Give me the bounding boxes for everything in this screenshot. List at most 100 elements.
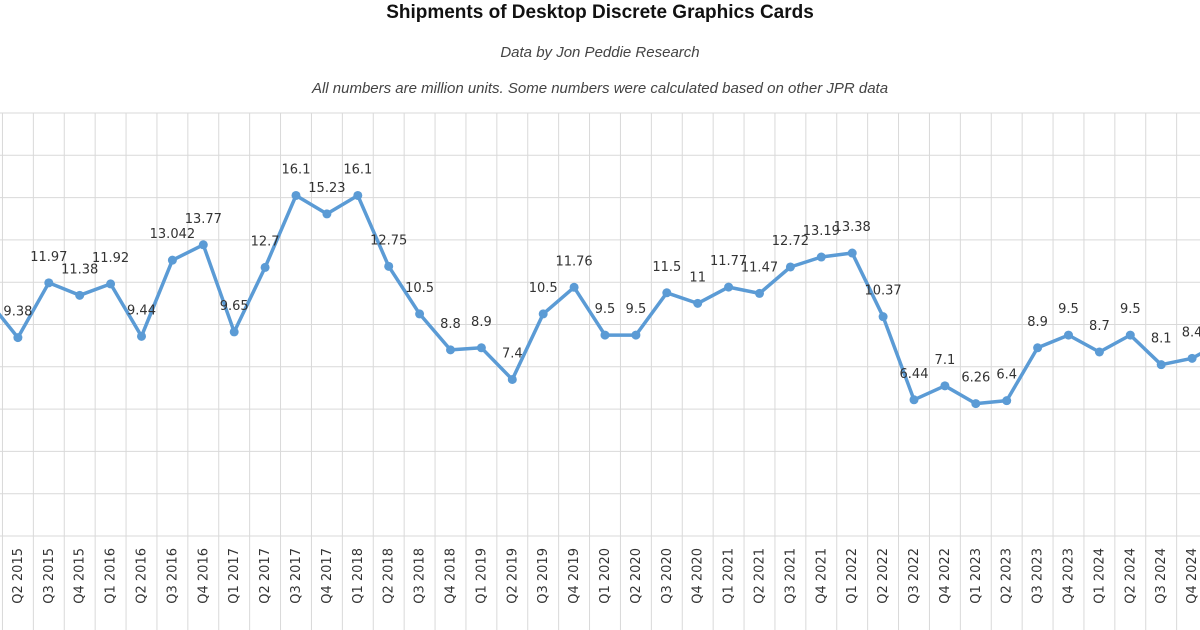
x-tick-label: Q1 2023 — [969, 548, 984, 604]
x-tick-label: Q3 2022 — [907, 548, 922, 604]
data-point — [724, 282, 734, 292]
data-label: 8.9 — [1027, 315, 1048, 330]
data-points — [13, 190, 1197, 409]
data-label: 8.7 — [1089, 319, 1110, 334]
data-point — [198, 240, 208, 250]
data-label: 10.5 — [405, 281, 434, 296]
x-tick-label: Q2 2022 — [876, 548, 891, 604]
data-point — [167, 255, 177, 265]
data-label: 11.47 — [741, 260, 778, 275]
x-tick-label: Q1 2019 — [474, 548, 489, 604]
data-point — [1002, 396, 1012, 406]
x-tick-label: Q2 2017 — [258, 548, 273, 604]
data-label: 8.8 — [440, 317, 461, 332]
data-point — [44, 278, 54, 288]
data-point — [538, 309, 548, 319]
data-point — [75, 290, 85, 300]
data-point — [847, 248, 857, 258]
data-label: 11 — [689, 270, 706, 285]
data-point — [1064, 330, 1073, 340]
data-label: 9.5 — [1058, 302, 1079, 317]
data-point — [1094, 347, 1104, 357]
x-tick-label: Q1 2020 — [598, 548, 613, 604]
x-tick-label: Q3 2023 — [1031, 548, 1046, 604]
x-tick-label: Q3 2015 — [42, 548, 57, 604]
data-point — [322, 209, 332, 219]
data-label: 9.5 — [626, 302, 647, 317]
data-label: 10.5 — [529, 281, 558, 296]
x-tick-label: Q4 2019 — [567, 548, 582, 604]
data-label: 11.76 — [555, 254, 592, 269]
data-label: 6.4 — [996, 368, 1017, 383]
data-point — [631, 330, 641, 340]
data-label: 8.1 — [1151, 332, 1172, 347]
data-point — [476, 343, 486, 353]
data-label: 8.4 — [1182, 325, 1200, 340]
x-tick-label: Q4 2015 — [73, 548, 88, 604]
data-point — [106, 279, 116, 289]
chart-note: All numbers are million units. Some numb… — [311, 80, 889, 97]
data-label: 13.77 — [185, 212, 222, 227]
x-tick-label: Q3 2018 — [413, 548, 428, 604]
data-point — [878, 312, 888, 322]
data-point — [693, 298, 703, 308]
data-point — [260, 262, 270, 272]
data-point — [137, 331, 146, 341]
x-tick-label: Q4 2023 — [1062, 548, 1077, 604]
data-label: 6.44 — [900, 367, 929, 382]
x-tick-label: Q4 2022 — [938, 548, 953, 604]
data-label: 12.72 — [772, 234, 809, 249]
data-point — [662, 288, 672, 298]
data-point — [229, 327, 239, 337]
data-point — [940, 381, 950, 391]
data-label: 9.44 — [127, 303, 156, 318]
data-label: 12.75 — [370, 233, 407, 248]
data-label: 12.7 — [251, 234, 280, 249]
data-label: 11.5 — [652, 260, 681, 275]
data-point — [816, 252, 826, 262]
data-label: 13.38 — [834, 220, 871, 235]
x-tick-label: Q2 2015 — [11, 548, 26, 604]
data-point — [291, 190, 301, 200]
data-label: 13.042 — [150, 227, 196, 242]
data-point — [507, 374, 517, 384]
x-tick-label: Q1 2017 — [227, 548, 242, 604]
x-tick-label: Q4 2024 — [1185, 548, 1200, 604]
data-label: 13.19 — [803, 224, 840, 239]
data-label: 11.38 — [61, 262, 98, 277]
data-point — [569, 282, 579, 292]
chart-subtitle: Data by Jon Peddie Research — [500, 44, 700, 61]
data-label: 9.5 — [1120, 302, 1141, 317]
x-tick-label: Q4 2018 — [444, 548, 459, 604]
data-point — [13, 333, 23, 343]
x-tick-label: Q1 2018 — [351, 548, 366, 604]
x-tick-label: Q3 2016 — [165, 548, 180, 604]
data-label: 9.65 — [220, 299, 249, 314]
x-tick-label: Q3 2021 — [783, 548, 798, 604]
data-label: 8.9 — [471, 315, 492, 330]
gridlines — [0, 112, 1200, 630]
data-label: 11.77 — [710, 254, 747, 269]
x-tick-label: Q2 2023 — [1000, 548, 1015, 604]
x-tick-label: Q1 2016 — [104, 548, 119, 604]
data-point — [384, 261, 394, 271]
x-tick-label: Q1 2021 — [722, 548, 737, 604]
x-tick-label: Q1 2024 — [1092, 548, 1107, 604]
x-tick-label: Q3 2017 — [289, 548, 304, 604]
data-point — [1187, 353, 1197, 363]
x-tick-label: Q3 2024 — [1154, 548, 1169, 604]
data-point — [909, 395, 919, 405]
data-point — [353, 190, 363, 200]
data-point — [1156, 360, 1166, 370]
data-label: 11.92 — [92, 251, 129, 266]
data-point — [415, 309, 425, 319]
x-tick-label: Q3 2019 — [536, 548, 551, 604]
x-tick-label: Q1 2022 — [845, 548, 860, 604]
x-tick-label: Q4 2020 — [691, 548, 706, 604]
data-point — [971, 399, 981, 409]
x-tick-label: Q4 2021 — [814, 548, 829, 604]
data-label: 16.1 — [282, 162, 311, 177]
